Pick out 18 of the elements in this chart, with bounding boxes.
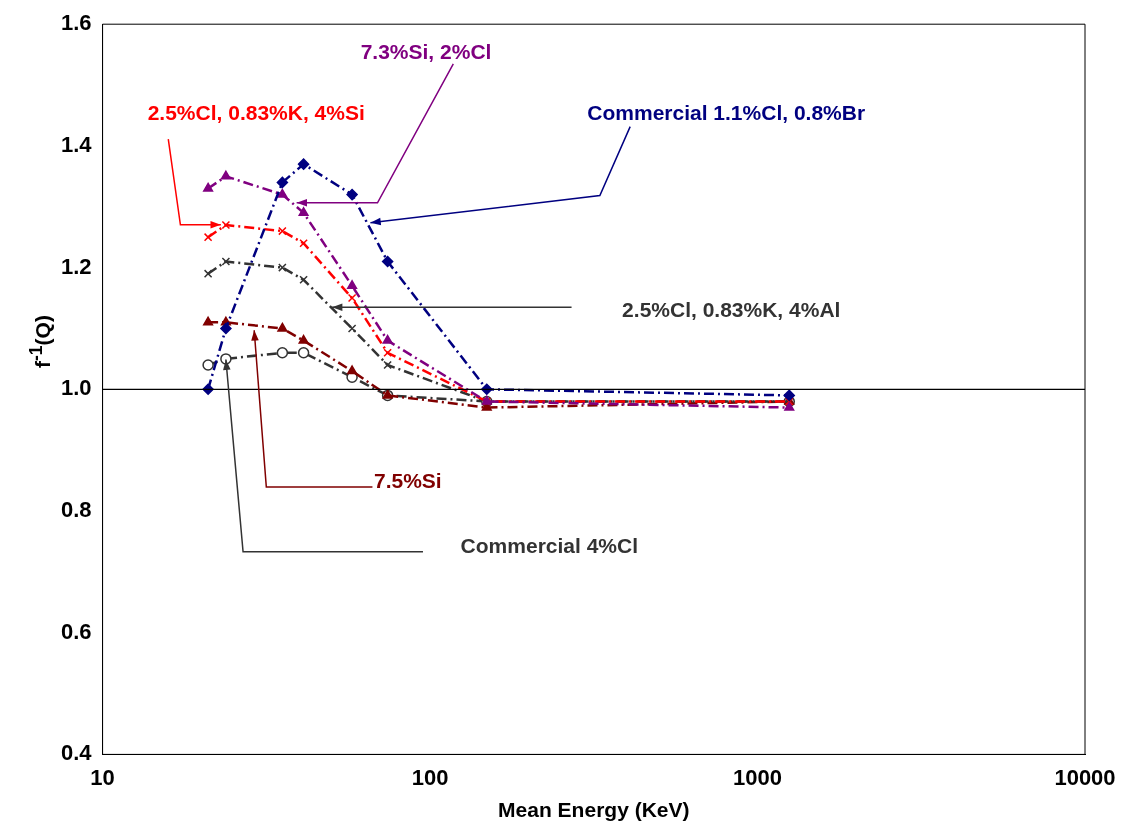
y-tick-label: 1.6 <box>60 10 92 36</box>
y-tick-label: 0.4 <box>60 740 93 766</box>
text: 7.3%Si, 2%Cl <box>360 40 492 64</box>
x-tick-label: 1000 <box>733 764 782 790</box>
text: 2.5%Cl, 0.83%K, 4%Al <box>622 298 841 322</box>
y-tick-label: 1.0 <box>60 375 92 401</box>
y-tick-label: 1.4 <box>60 131 93 157</box>
text: 2.5%Cl, 0.83%K, 4%Si <box>147 100 365 124</box>
text: Commercial 4%Cl <box>460 534 639 558</box>
y-tick-label: 0.6 <box>60 618 92 644</box>
x-tick-label: 100 <box>411 764 449 790</box>
x-tick-label: 10 <box>90 764 115 790</box>
text: 7.5%Si <box>373 468 442 492</box>
y-tick-label: 1.2 <box>60 253 92 279</box>
y-tick-label: 0.8 <box>60 497 92 523</box>
x-tick-label: 10000 <box>1054 764 1116 790</box>
x-axis-title: Mean Energy (KeV) <box>498 798 690 822</box>
text: Commercial 1.1%Cl, 0.8%Br <box>587 100 866 124</box>
